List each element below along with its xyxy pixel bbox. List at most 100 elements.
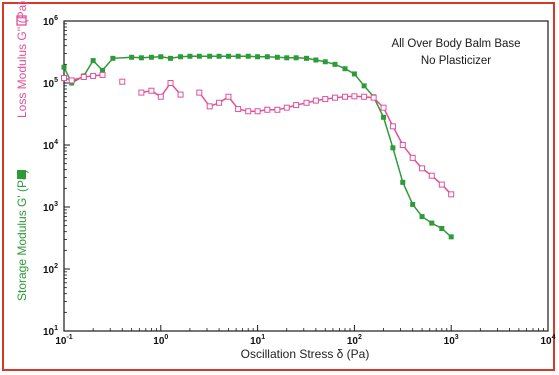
storage-data-point <box>216 53 222 59</box>
storage-data-point <box>138 55 144 61</box>
series-layer <box>61 53 455 240</box>
loss-legend-marker <box>16 15 27 26</box>
loss-data-point <box>419 165 426 172</box>
loss-data-point <box>438 181 445 188</box>
storage-data-point <box>110 55 116 61</box>
storage-data-point <box>419 214 425 220</box>
y-axis-label-storage: Storage Modulus G' (Pa) <box>15 169 29 301</box>
annotation-line-2: No Plasticizer <box>421 55 491 67</box>
y-tick-label: 104 <box>43 139 58 152</box>
x-tick-label: 101 <box>250 334 265 347</box>
storage-legend-marker <box>17 170 26 179</box>
chart-frame <box>2 2 555 371</box>
storage-data-point <box>448 234 454 240</box>
loss-data-point <box>119 78 126 85</box>
loss-data-point <box>428 172 435 179</box>
storage-data-point <box>187 53 193 59</box>
storage-data-point <box>245 53 251 59</box>
storage-series-line <box>63 55 452 238</box>
y-tick-label: 103 <box>43 201 58 214</box>
loss-data-point <box>322 96 329 103</box>
loss-data-point <box>254 108 261 115</box>
loss-data-point <box>68 77 75 84</box>
storage-data-point <box>293 55 299 61</box>
storage-data-point <box>429 220 435 226</box>
loss-data-point <box>245 108 252 115</box>
x-tick-label: 104 <box>540 334 555 347</box>
loss-data-point <box>283 104 290 111</box>
loss-data-point <box>177 91 184 98</box>
annotation-line-1: All Over Body Balm Base <box>391 38 520 50</box>
storage-data-point <box>361 83 367 89</box>
storage-data-point <box>255 54 261 60</box>
loss-data-point <box>264 106 271 113</box>
loss-data-point <box>274 106 281 113</box>
loss-data-point <box>90 72 97 79</box>
x-tick-label: 102 <box>347 334 362 347</box>
storage-data-point <box>196 53 202 59</box>
y-tick-label: 106 <box>43 15 58 28</box>
storage-data-point <box>410 201 416 207</box>
storage-data-point <box>235 53 241 59</box>
plot-box <box>63 20 549 332</box>
storage-data-point <box>178 54 184 60</box>
storage-data-point <box>90 58 96 64</box>
loss-data-point <box>409 154 416 161</box>
storage-data-point <box>303 55 309 61</box>
loss-data-point <box>167 80 174 86</box>
plot-area <box>63 20 549 332</box>
storage-data-point <box>100 67 106 73</box>
loss-data-point <box>389 123 396 130</box>
storage-data-point <box>129 54 135 60</box>
storage-data-point <box>168 55 174 61</box>
loss-data-point <box>206 103 213 110</box>
storage-data-point <box>158 54 164 60</box>
y-axis-label-loss: Loss Modulus G'' (Pa) <box>15 1 29 118</box>
loss-data-point <box>216 99 223 106</box>
loss-data-point <box>196 89 203 96</box>
loss-data-point <box>303 99 310 106</box>
loss-data-point <box>399 142 406 148</box>
loss-data-point <box>138 89 145 96</box>
loss-data-point <box>331 94 338 101</box>
loss-data-point <box>293 102 300 109</box>
loss-data-point <box>448 191 455 198</box>
y-tick-label: 105 <box>43 77 58 90</box>
loss-data-point <box>235 106 242 113</box>
storage-data-point <box>225 53 231 59</box>
loss-data-point <box>225 93 232 100</box>
storage-data-point <box>264 54 270 60</box>
loss-data-point <box>370 94 377 101</box>
x-tick-label: 103 <box>444 334 459 347</box>
y-tick-group: 101 102 103 104 105 106 <box>43 15 70 338</box>
loss-data-point <box>361 93 368 100</box>
storage-data-point <box>400 179 406 185</box>
storage-data-point <box>274 54 280 60</box>
storage-data-point <box>322 59 328 65</box>
x-tick-group: 10-1 100 101 102 103 104 <box>55 325 556 347</box>
y-axis-label-group: Storage Modulus G' (Pa) Loss Modulus G''… <box>15 1 29 301</box>
y-tick-label: 102 <box>43 263 58 276</box>
y-tick-label: 101 <box>43 325 58 338</box>
loss-data-point <box>61 75 67 82</box>
storage-data-point <box>313 57 319 63</box>
loss-data-point <box>99 71 106 78</box>
loss-data-point <box>380 104 387 111</box>
loss-data-point <box>312 97 319 104</box>
x-tick-label: 100 <box>153 334 168 347</box>
storage-data-point <box>284 55 290 61</box>
storage-data-point <box>148 54 154 60</box>
x-tick-label: 10-1 <box>55 334 72 347</box>
loss-data-point <box>80 73 87 80</box>
storage-data-point <box>332 61 338 67</box>
storage-data-point <box>390 145 396 151</box>
loss-data-point <box>351 93 358 100</box>
loss-data-point <box>157 93 164 100</box>
storage-data-point <box>351 71 357 77</box>
storage-data-point <box>61 64 67 70</box>
storage-data-point <box>381 114 387 120</box>
storage-data-point <box>342 66 348 72</box>
loss-data-point <box>148 87 155 94</box>
x-axis-label: Oscillation Stress δ (Pa) <box>241 347 370 361</box>
storage-data-point <box>439 226 445 232</box>
